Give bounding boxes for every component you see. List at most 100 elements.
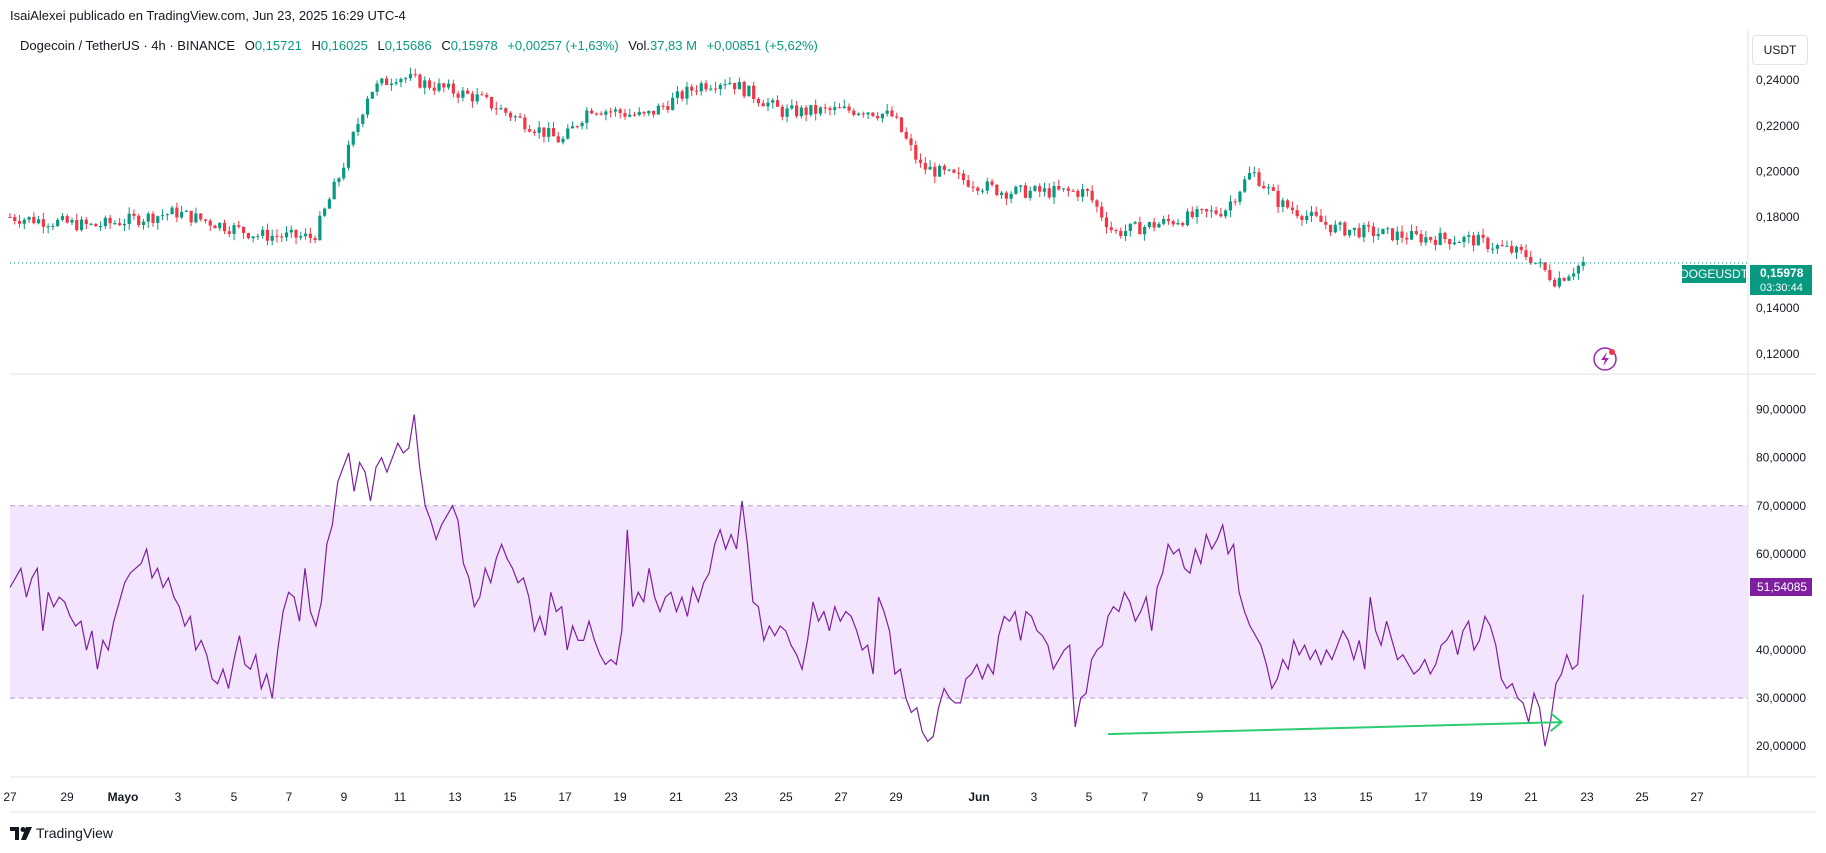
candle-body bbox=[432, 87, 436, 91]
time-tick-label: 23 bbox=[1580, 790, 1594, 804]
candle-body bbox=[489, 97, 494, 109]
candle-body bbox=[1114, 230, 1118, 232]
candle-body bbox=[1033, 186, 1037, 191]
candle-body bbox=[1567, 276, 1571, 281]
candle-body bbox=[13, 217, 17, 221]
symbol-description[interactable]: Dogecoin / TetherUS · 4h · BINANCE bbox=[20, 38, 236, 53]
candle-body bbox=[180, 211, 184, 218]
candle-body bbox=[1081, 189, 1085, 197]
candle-body bbox=[89, 223, 93, 225]
candle-body bbox=[923, 162, 927, 170]
candle-body bbox=[1414, 231, 1418, 235]
candle-body bbox=[909, 138, 913, 146]
candle-body bbox=[532, 131, 536, 133]
candle-body bbox=[1185, 211, 1190, 226]
symbol-legend: Dogecoin / TetherUS · 4h · BINANCE O0,15… bbox=[20, 38, 818, 53]
price-axis[interactable]: 0,24000 0,22000 0,20000 0,18000 0,14000 0,120… bbox=[1756, 73, 1800, 361]
publisher-line: IsaiAlexei publicado en TradingView.com,… bbox=[10, 8, 406, 23]
candle-body bbox=[999, 192, 1004, 195]
candle-body bbox=[1109, 227, 1113, 231]
candle-body bbox=[8, 216, 12, 218]
rsi-band-layer bbox=[10, 505, 1748, 699]
candle-body bbox=[938, 165, 942, 177]
candle-body bbox=[1138, 222, 1142, 235]
candle-body bbox=[1448, 239, 1452, 245]
candle-body bbox=[346, 144, 351, 168]
candle-body bbox=[146, 213, 150, 222]
candle-body bbox=[1281, 200, 1285, 207]
candle-body bbox=[389, 83, 393, 86]
candle-body bbox=[1128, 223, 1132, 231]
candle-body bbox=[356, 123, 360, 133]
candle-body bbox=[494, 108, 498, 110]
time-tick-label: 11 bbox=[1249, 790, 1262, 804]
lightning-icon[interactable] bbox=[1593, 347, 1617, 371]
candle-body bbox=[385, 78, 389, 86]
candle-body bbox=[1481, 234, 1485, 238]
candle-body bbox=[1462, 236, 1466, 242]
candle-body bbox=[118, 223, 122, 226]
countdown-timer: 03:30:44 bbox=[1760, 282, 1803, 294]
candle-body bbox=[1071, 190, 1075, 192]
candle-body bbox=[680, 91, 684, 99]
candle-body bbox=[70, 220, 74, 223]
candle-body bbox=[303, 233, 308, 237]
candle-body bbox=[404, 78, 408, 80]
candle-body bbox=[847, 106, 851, 111]
candle-body bbox=[694, 90, 699, 92]
candle-body bbox=[1352, 227, 1356, 230]
rsi-axis[interactable]: 90,00000 80,00000 70,00000 60,00000 40,00000… bbox=[1756, 403, 1806, 754]
candle-body bbox=[332, 181, 336, 200]
candle-body bbox=[1562, 278, 1566, 281]
candle-body bbox=[623, 113, 627, 117]
candle-body bbox=[1381, 228, 1385, 235]
candle-body bbox=[1009, 193, 1013, 199]
candle-body bbox=[1390, 228, 1395, 241]
rsi-line-series bbox=[9, 414, 1584, 747]
price-tick-label: 0,14000 bbox=[1756, 301, 1800, 315]
rsi-band bbox=[10, 505, 1748, 699]
tradingview-logo[interactable]: TradingView bbox=[10, 825, 113, 841]
candle-body bbox=[580, 122, 584, 127]
price-tick-label: 0,18000 bbox=[1756, 210, 1800, 224]
candle-body bbox=[1538, 262, 1542, 264]
candle-body bbox=[456, 93, 460, 98]
candle-body bbox=[632, 114, 637, 116]
price-tick-label: 0,24000 bbox=[1756, 73, 1800, 87]
candle-body bbox=[79, 219, 84, 231]
time-tick-label: 19 bbox=[613, 790, 627, 804]
candle-body bbox=[1047, 188, 1051, 198]
candle-body bbox=[918, 159, 923, 163]
candle-body bbox=[1476, 234, 1480, 246]
candle-body bbox=[976, 187, 980, 191]
candle-body bbox=[1228, 201, 1233, 211]
currency-button[interactable]: USDT bbox=[1752, 35, 1808, 65]
candle-body bbox=[647, 110, 651, 114]
candle-body bbox=[1510, 245, 1514, 253]
candle-body bbox=[251, 236, 255, 239]
low-label: L bbox=[377, 38, 385, 53]
candle-body bbox=[809, 105, 813, 115]
candle-body bbox=[1433, 239, 1438, 245]
candle-body bbox=[1042, 188, 1047, 192]
candle-body bbox=[566, 128, 570, 139]
low-value: 0,15686 bbox=[384, 38, 432, 53]
candle-body bbox=[742, 81, 746, 97]
candle-body bbox=[1438, 232, 1442, 245]
candle-body bbox=[208, 220, 212, 226]
candle-body bbox=[75, 220, 79, 231]
candle-body bbox=[485, 94, 489, 98]
candle-body bbox=[718, 84, 722, 89]
candle-body bbox=[542, 127, 546, 137]
candle-body bbox=[466, 90, 470, 94]
candle-body bbox=[1028, 190, 1032, 198]
candle-body bbox=[1219, 213, 1223, 217]
candle-body bbox=[837, 107, 842, 109]
divergence-arrow[interactable] bbox=[1107, 712, 1564, 736]
high-label: H bbox=[311, 38, 321, 53]
candle-body bbox=[370, 91, 374, 99]
candle-body bbox=[313, 238, 317, 241]
time-axis[interactable]: 27 29 Mayo 3 5 7 9 11 13 15 17 19 21 23 25 27 29 Jun 3 5 7 9 1… bbox=[3, 790, 1704, 804]
candle-body bbox=[1090, 190, 1094, 201]
